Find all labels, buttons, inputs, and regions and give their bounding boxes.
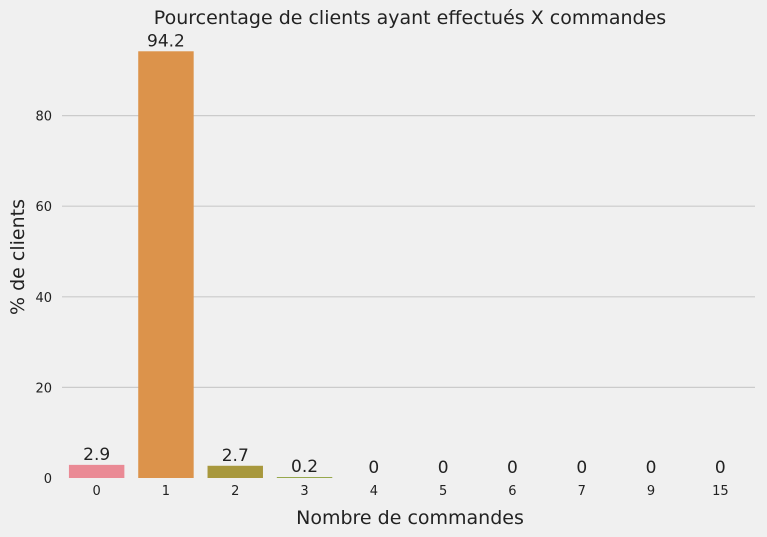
x-tick-label: 0 bbox=[93, 484, 101, 499]
x-tick-label: 2 bbox=[231, 484, 239, 499]
bar-value-label: 0 bbox=[715, 458, 726, 478]
x-tick-label: 4 bbox=[370, 484, 378, 499]
y-tick-label: 20 bbox=[35, 381, 52, 396]
bar-value-label: 0 bbox=[507, 458, 518, 478]
x-tick-label: 3 bbox=[300, 484, 308, 499]
bar-value-label: 0.2 bbox=[291, 457, 318, 477]
y-axis-ticks: 0 20 40 60 80 bbox=[35, 110, 52, 487]
x-tick-label: 1 bbox=[162, 484, 170, 499]
bar-value-label: 0 bbox=[576, 458, 587, 478]
bar-value-label: 94.2 bbox=[147, 31, 185, 51]
x-tick-label: 15 bbox=[712, 484, 729, 499]
bar bbox=[138, 51, 194, 478]
bar bbox=[276, 477, 333, 478]
y-axis-label: % de clients bbox=[7, 199, 29, 315]
y-tick-label: 80 bbox=[35, 110, 52, 125]
bar-value-label: 0 bbox=[646, 458, 657, 478]
bar-value-labels: 2.9 94.2 2.7 0.2 0 0 0 0 0 0 bbox=[83, 31, 726, 478]
x-axis-ticks: 0 1 2 3 4 5 6 7 9 15 bbox=[93, 484, 729, 499]
bar bbox=[207, 465, 263, 478]
x-axis-label: Nombre de commandes bbox=[296, 507, 524, 529]
y-tick-label: 60 bbox=[35, 200, 52, 215]
bar-value-label: 0 bbox=[438, 458, 449, 478]
x-tick-label: 6 bbox=[508, 484, 516, 499]
bars bbox=[68, 51, 333, 478]
x-tick-label: 9 bbox=[647, 484, 655, 499]
bar-value-label: 2.7 bbox=[222, 446, 249, 466]
x-tick-label: 5 bbox=[439, 484, 447, 499]
bar-value-label: 0 bbox=[368, 458, 379, 478]
bar-value-label: 2.9 bbox=[83, 445, 110, 465]
x-tick-label: 7 bbox=[578, 484, 586, 499]
chart-title: Pourcentage de clients ayant effectués X… bbox=[154, 7, 666, 29]
bar bbox=[68, 464, 125, 478]
y-tick-label: 0 bbox=[44, 472, 52, 487]
y-tick-label: 40 bbox=[35, 291, 52, 306]
